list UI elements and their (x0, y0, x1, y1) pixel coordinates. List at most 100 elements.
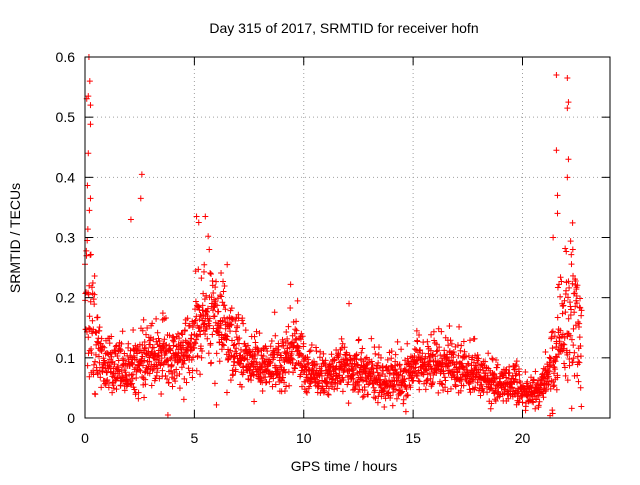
data-point (554, 372, 561, 379)
data-point (162, 372, 169, 379)
data-point (399, 388, 406, 395)
data-point (233, 345, 240, 352)
data-point (153, 369, 160, 376)
data-point (578, 403, 585, 410)
data-point (346, 300, 353, 307)
data-point (482, 358, 489, 365)
data-point (365, 391, 372, 398)
data-point (181, 327, 188, 334)
data-point (305, 360, 312, 367)
data-point (474, 360, 481, 367)
data-point (186, 369, 193, 376)
data-point (410, 377, 417, 384)
data-point (142, 344, 149, 351)
data-point (290, 369, 297, 376)
data-point (434, 347, 441, 354)
data-point (121, 387, 128, 394)
data-point (293, 318, 300, 325)
data-point (227, 377, 234, 384)
data-point (294, 297, 301, 304)
data-point (336, 366, 343, 373)
data-point (204, 335, 211, 342)
data-point (562, 309, 569, 316)
data-point (387, 392, 394, 399)
data-point (416, 347, 423, 354)
data-point (557, 274, 564, 281)
data-point (270, 354, 277, 361)
data-point (433, 348, 440, 355)
data-point (355, 388, 362, 395)
data-point (474, 379, 481, 386)
data-point (220, 278, 227, 285)
data-point (223, 389, 230, 396)
data-point (518, 393, 525, 400)
data-point (551, 370, 557, 377)
chart-title: Day 315 of 2017, SRMTID for receiver hof… (209, 20, 478, 36)
data-point (150, 336, 157, 343)
data-point (557, 293, 564, 300)
data-point (108, 333, 115, 340)
data-point (232, 366, 239, 373)
data-point (394, 338, 401, 345)
data-point (325, 391, 332, 398)
data-point (388, 355, 395, 362)
data-point (176, 385, 183, 392)
data-point (503, 374, 510, 381)
data-point (442, 377, 449, 384)
data-point (197, 311, 204, 318)
data-point (306, 383, 313, 390)
data-point (212, 284, 219, 291)
data-point (200, 290, 207, 297)
data-point (146, 370, 153, 377)
y-tick-label: 0.3 (56, 230, 76, 246)
data-point (210, 325, 217, 332)
data-point (176, 335, 183, 342)
data-point (167, 347, 174, 354)
data-point (263, 345, 270, 352)
data-point (438, 380, 445, 387)
data-point (244, 342, 251, 349)
data-point-outlier (85, 93, 92, 100)
data-point (178, 364, 185, 371)
data-point (513, 362, 520, 369)
data-point (143, 331, 150, 338)
data-point (484, 389, 491, 396)
data-point (139, 353, 146, 360)
data-point (390, 389, 396, 396)
data-point (447, 385, 454, 392)
data-point (359, 345, 366, 352)
data-point (92, 329, 99, 336)
data-point (251, 333, 258, 340)
data-point (221, 302, 228, 309)
data-point (195, 266, 202, 273)
data-point (338, 335, 345, 342)
data-point (110, 382, 117, 389)
data-point (158, 355, 165, 362)
data-point (504, 391, 511, 398)
data-point (576, 359, 583, 366)
data-point (272, 381, 279, 388)
data-point (516, 366, 522, 373)
data-point (275, 343, 282, 350)
data-point (337, 377, 344, 384)
data-point (424, 376, 431, 383)
data-point (549, 328, 556, 335)
data-point (204, 305, 211, 312)
data-point (472, 384, 479, 391)
data-point (577, 342, 584, 349)
data-point (534, 392, 541, 399)
y-axis-label: SRMTID / TECUs (7, 183, 23, 293)
data-point (283, 383, 290, 390)
data-point (292, 326, 299, 333)
y-tick-label: 0.1 (56, 350, 76, 366)
data-point (404, 392, 411, 399)
data-point (546, 354, 553, 361)
data-point (88, 350, 95, 356)
data-point (492, 398, 499, 405)
data-point (141, 394, 148, 401)
data-point (564, 333, 571, 340)
data-point (199, 347, 206, 354)
data-point (252, 352, 259, 359)
data-point (289, 356, 296, 363)
data-point (561, 360, 568, 367)
